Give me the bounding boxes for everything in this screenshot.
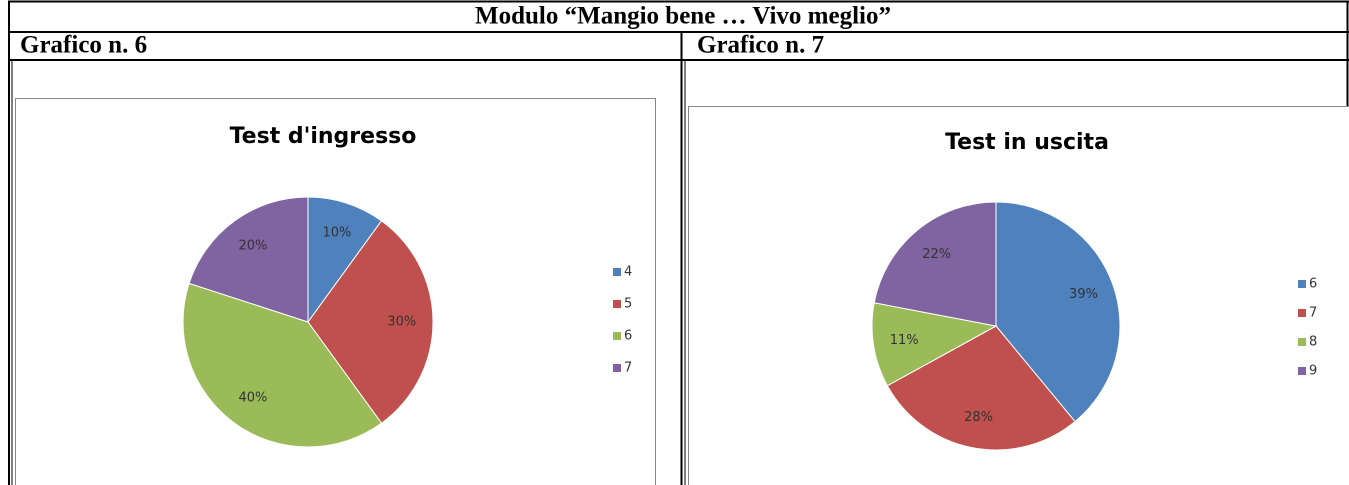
legend-swatch (1298, 280, 1306, 288)
legend-swatch (613, 364, 621, 372)
legend-swatch (613, 332, 621, 340)
data-label: 11% (890, 333, 919, 348)
caption: Grafico n. 7 (697, 32, 824, 59)
document-title: Modulo “Mangio bene … Vivo meglio” (475, 3, 891, 30)
pie-slice (307, 196, 383, 324)
data-label: 10% (323, 225, 352, 240)
data-label: 28% (964, 410, 993, 425)
legend-label: 9 (1309, 364, 1317, 379)
legend-label: 6 (1309, 277, 1317, 292)
data-label: 22% (922, 247, 951, 262)
data-label: 30% (387, 315, 416, 330)
legend-swatch (613, 268, 621, 276)
pie-slice (995, 201, 1121, 423)
chart-title: Test in uscita (945, 130, 1109, 155)
data-label: 20% (238, 239, 267, 254)
legend-label: 8 (1309, 335, 1317, 350)
data-label: 39% (1069, 287, 1098, 302)
legend-label: 5 (624, 297, 632, 312)
legend-label: 4 (624, 265, 632, 280)
legend-swatch (1298, 367, 1306, 375)
pie-slice (188, 196, 309, 323)
pie-slice (871, 302, 998, 387)
pie-slice (182, 282, 383, 448)
pie-slice (307, 220, 434, 424)
pie-slice (886, 325, 1076, 451)
legend-swatch (1298, 309, 1306, 317)
legend-label: 7 (1309, 306, 1317, 321)
chart-title: Test d'ingresso (230, 124, 417, 149)
pie-slice (873, 201, 997, 327)
legend-label: 6 (624, 329, 632, 344)
data-label: 40% (238, 390, 267, 405)
legend-swatch (613, 300, 621, 308)
legend-label: 7 (624, 361, 632, 376)
legend-swatch (1298, 338, 1306, 346)
caption: Grafico n. 6 (20, 32, 147, 59)
